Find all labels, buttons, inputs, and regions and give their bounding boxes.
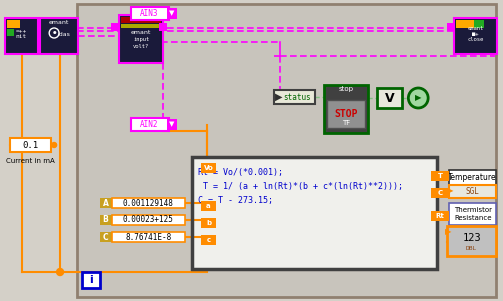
Text: Temperature: Temperature [448, 173, 497, 182]
Circle shape [408, 88, 428, 108]
Text: SGL: SGL [466, 187, 480, 196]
Text: Rt: Rt [436, 213, 445, 219]
Text: idas: idas [57, 32, 70, 36]
FancyBboxPatch shape [201, 235, 216, 245]
Text: V: V [385, 92, 394, 104]
FancyBboxPatch shape [112, 232, 185, 242]
FancyBboxPatch shape [7, 20, 21, 28]
FancyBboxPatch shape [447, 23, 455, 31]
FancyBboxPatch shape [327, 100, 365, 128]
Text: ▶: ▶ [445, 227, 452, 236]
FancyBboxPatch shape [100, 215, 112, 225]
Text: STOP: STOP [334, 109, 358, 119]
FancyBboxPatch shape [121, 24, 161, 28]
Text: DBL: DBL [466, 247, 477, 252]
FancyBboxPatch shape [10, 138, 51, 152]
FancyBboxPatch shape [131, 7, 169, 20]
FancyBboxPatch shape [112, 215, 185, 225]
FancyBboxPatch shape [121, 17, 161, 23]
FancyBboxPatch shape [447, 226, 496, 256]
FancyBboxPatch shape [201, 218, 216, 228]
Text: ●: ● [52, 31, 56, 35]
Text: input: input [133, 38, 149, 42]
Text: Current in mA: Current in mA [6, 158, 55, 164]
FancyBboxPatch shape [167, 8, 177, 19]
FancyBboxPatch shape [40, 18, 78, 54]
FancyBboxPatch shape [7, 29, 14, 36]
Text: B: B [103, 216, 109, 225]
Text: 0.00023+125: 0.00023+125 [123, 216, 174, 225]
Text: T: T [438, 173, 443, 179]
Circle shape [52, 142, 57, 147]
Text: 0.1: 0.1 [22, 141, 38, 150]
Circle shape [57, 268, 63, 275]
FancyBboxPatch shape [131, 118, 169, 131]
Text: status: status [284, 92, 311, 101]
Text: ▼: ▼ [169, 11, 175, 17]
FancyBboxPatch shape [449, 203, 496, 225]
FancyBboxPatch shape [111, 23, 118, 31]
Text: emant: emant [131, 30, 151, 36]
FancyBboxPatch shape [456, 20, 474, 28]
FancyBboxPatch shape [431, 188, 449, 198]
FancyBboxPatch shape [474, 20, 483, 28]
FancyBboxPatch shape [431, 211, 449, 221]
Text: =++
nit: =++ nit [16, 29, 27, 39]
Text: ▶: ▶ [275, 92, 282, 102]
Text: TF: TF [342, 120, 350, 126]
FancyBboxPatch shape [449, 185, 496, 198]
FancyBboxPatch shape [201, 201, 216, 211]
Text: a: a [206, 203, 211, 209]
Text: AIN3: AIN3 [140, 9, 158, 18]
FancyBboxPatch shape [82, 272, 100, 288]
Text: ▶: ▶ [447, 186, 454, 195]
FancyBboxPatch shape [112, 198, 185, 208]
Text: A: A [103, 198, 109, 207]
Text: C: C [103, 232, 108, 241]
Text: emant
■+
close: emant ■+ close [467, 26, 484, 42]
FancyBboxPatch shape [159, 23, 167, 31]
Text: C: C [438, 190, 443, 196]
FancyBboxPatch shape [100, 198, 112, 208]
Text: 8.76741E-8: 8.76741E-8 [125, 232, 171, 241]
Text: 0.001129148: 0.001129148 [123, 198, 174, 207]
FancyBboxPatch shape [192, 157, 437, 269]
Text: c: c [206, 237, 211, 243]
FancyBboxPatch shape [377, 88, 402, 108]
FancyBboxPatch shape [201, 163, 216, 173]
FancyBboxPatch shape [324, 85, 368, 133]
Text: Rt = Vo/(*0.001);
 T = 1/ (a + ln(Rt)*(b + c*(ln(Rt)**2)));
C = T - 273.15;: Rt = Vo/(*0.001); T = 1/ (a + ln(Rt)*(b … [198, 168, 402, 205]
FancyBboxPatch shape [77, 4, 496, 297]
FancyBboxPatch shape [449, 170, 496, 185]
FancyBboxPatch shape [431, 171, 449, 181]
Text: b: b [206, 220, 211, 226]
FancyBboxPatch shape [454, 18, 497, 54]
Text: 123: 123 [462, 233, 481, 243]
Text: ▶: ▶ [415, 94, 422, 103]
Text: AIN2: AIN2 [140, 120, 158, 129]
Text: stop: stop [339, 86, 354, 92]
Text: Vo: Vo [204, 165, 213, 171]
FancyBboxPatch shape [167, 119, 177, 130]
Text: i: i [89, 275, 93, 285]
Text: ▼: ▼ [169, 122, 175, 128]
FancyBboxPatch shape [5, 18, 38, 54]
Text: Thermistor
Resistance: Thermistor Resistance [454, 207, 491, 221]
FancyBboxPatch shape [100, 232, 112, 242]
FancyBboxPatch shape [274, 90, 315, 104]
Text: emant: emant [49, 20, 69, 24]
Text: volt?: volt? [133, 45, 149, 49]
FancyBboxPatch shape [119, 15, 163, 63]
